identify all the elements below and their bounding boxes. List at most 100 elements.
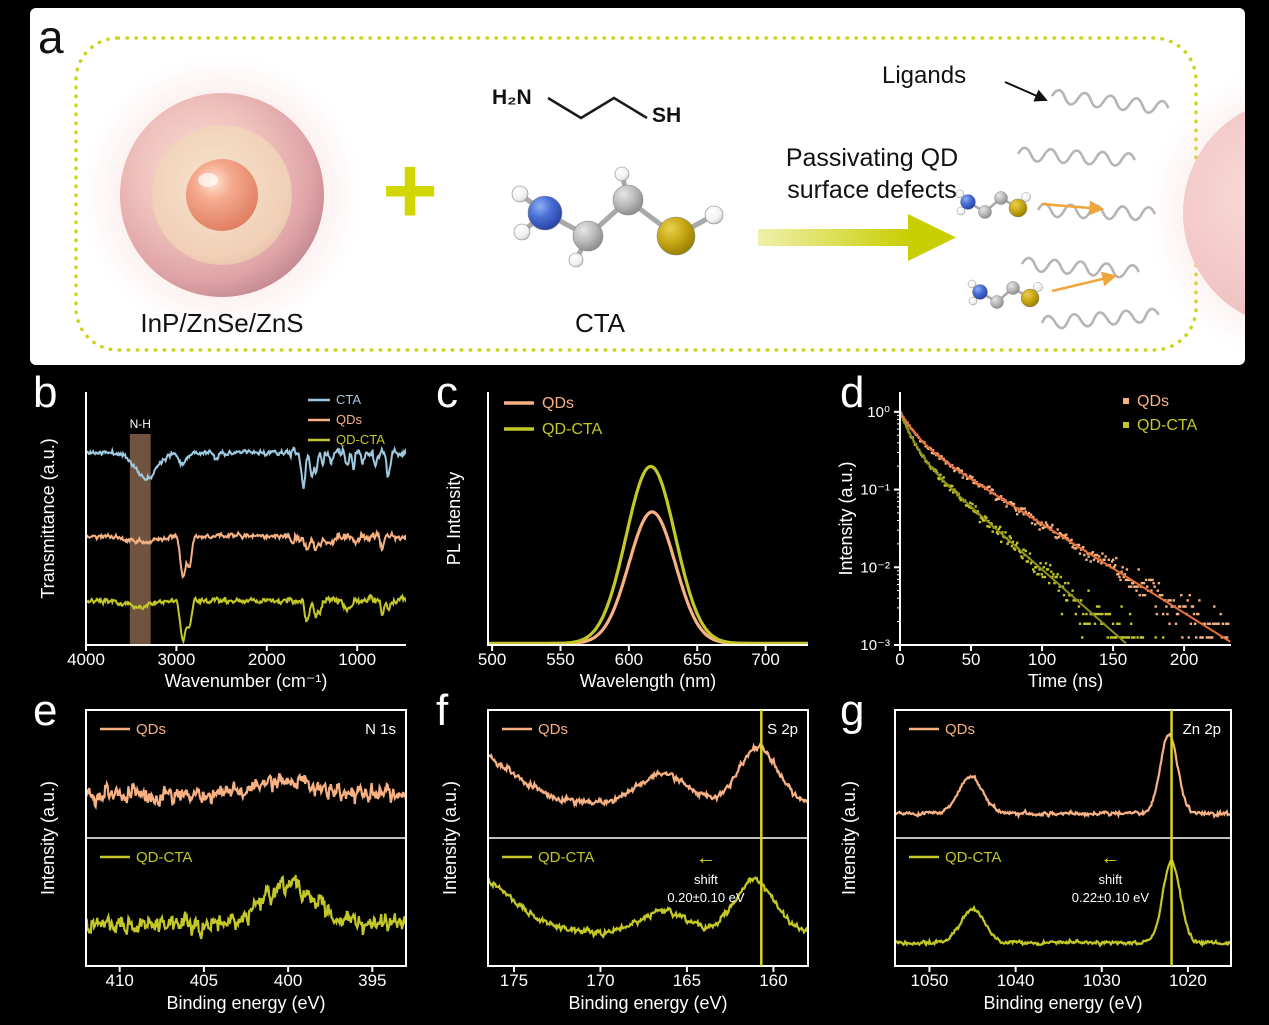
series-QD-CTA <box>895 858 1231 948</box>
svg-text:Intensity (a.u.): Intensity (a.u.) <box>839 781 859 895</box>
formula-h2n-label: H₂N <box>492 86 532 109</box>
xps-series <box>86 772 406 940</box>
svg-text:0.22±0.10 eV: 0.22±0.10 eV <box>1072 890 1150 905</box>
panel-c-pl: 500 550 600 650 700 Wavelength (nm) PL Intensi… <box>430 368 822 703</box>
xps-zn2p-chart: QDs QD-CTA Zn 2p ← shift 0.22±0.10 eV 1050 1040… <box>839 709 1232 1013</box>
svg-text:1020: 1020 <box>1169 971 1207 990</box>
svg-text:0.20±0.10 eV: 0.20±0.10 eV <box>667 890 745 905</box>
svg-text:N-H: N-H <box>130 417 151 431</box>
svg-text:QDs: QDs <box>538 721 568 738</box>
svg-text:←: ← <box>1100 847 1120 869</box>
plus-sign: + <box>382 137 439 244</box>
svg-text:Binding energy (eV): Binding energy (eV) <box>983 993 1142 1013</box>
cta-skeletal-bonds <box>547 96 648 120</box>
svg-text:Intensity (a.u.): Intensity (a.u.) <box>440 781 460 895</box>
xps-s2p-chart: QDs QD-CTA S 2p ← shift 0.20±0.10 eV 175 170 165… <box>440 709 809 1013</box>
svg-text:shift: shift <box>694 872 718 887</box>
core-shell-label: InP/ZnSe/ZnS <box>140 308 304 338</box>
trpl-chart: 10⁰ 10⁻¹ 10⁻² 10⁻³ 0 50 100 150 200 Time (ns) Inte… <box>836 392 1231 691</box>
series-CTA <box>86 445 406 489</box>
series-QD-CTA <box>86 875 406 940</box>
svg-text:Time (ns): Time (ns) <box>1028 671 1103 691</box>
pl-chart: 500 550 600 650 700 Wavelength (nm) PL Intensi… <box>444 392 808 691</box>
series-QDs <box>488 742 808 809</box>
svg-text:10⁻¹: 10⁻¹ <box>860 482 890 499</box>
svg-text:QD-CTA: QD-CTA <box>538 849 594 866</box>
svg-text:400: 400 <box>274 971 302 990</box>
svg-text:1000: 1000 <box>338 650 376 669</box>
svg-text:Binding energy (eV): Binding energy (eV) <box>568 993 727 1013</box>
svg-text:1050: 1050 <box>911 971 949 990</box>
svg-text:QDs: QDs <box>136 721 166 738</box>
panel-b-ftir: N-H 4000 3000 2000 1000 Wavenumber (cm⁻¹) Tran… <box>28 368 420 703</box>
panel-label-b: b <box>33 368 58 417</box>
svg-text:N 1s: N 1s <box>365 721 396 738</box>
cta-molecule-atoms <box>511 166 724 268</box>
svg-text:QD-CTA: QD-CTA <box>136 849 192 866</box>
panel-d-trpl: 10⁰ 10⁻¹ 10⁻² 10⁻³ 0 50 100 150 200 Time (ns) Inte… <box>833 368 1245 703</box>
xps-series <box>895 732 1231 948</box>
svg-text:CTA: CTA <box>336 392 361 407</box>
svg-text:10⁰: 10⁰ <box>867 404 890 421</box>
svg-text:shift: shift <box>1098 872 1122 887</box>
svg-text:QD-CTA: QD-CTA <box>1137 417 1197 434</box>
svg-text:10⁻³: 10⁻³ <box>860 637 890 654</box>
svg-text:Wavelength (nm): Wavelength (nm) <box>580 671 716 691</box>
svg-text:175: 175 <box>500 971 528 990</box>
svg-text:QD-CTA: QD-CTA <box>945 849 1001 866</box>
svg-text:700: 700 <box>751 650 779 669</box>
svg-text:405: 405 <box>190 971 218 990</box>
series-QD-CTA <box>488 876 808 939</box>
formula-sh-label: SH <box>652 104 682 127</box>
xps-series <box>488 742 808 939</box>
svg-text:10⁻²: 10⁻² <box>860 559 890 576</box>
svg-text:410: 410 <box>105 971 133 990</box>
svg-text:QDs: QDs <box>945 721 975 738</box>
svg-text:Intensity (a.u.): Intensity (a.u.) <box>38 781 58 895</box>
svg-text:0: 0 <box>895 650 904 669</box>
scatter-QDs <box>900 411 1230 639</box>
svg-text:QDs: QDs <box>542 395 574 412</box>
svg-text:QD-CTA: QD-CTA <box>336 432 385 447</box>
series-QDs <box>86 528 406 579</box>
svg-text:165: 165 <box>673 971 701 990</box>
process-text-line2: surface defects <box>787 176 957 204</box>
panel-label-d: d <box>840 368 865 417</box>
pl-series <box>488 464 808 645</box>
panel-a-illustration <box>74 36 1245 354</box>
svg-text:4000: 4000 <box>67 650 105 669</box>
svg-text:100: 100 <box>1028 650 1056 669</box>
svg-text:PL Intensity: PL Intensity <box>444 472 464 565</box>
panel-label-e: e <box>33 686 58 735</box>
svg-text:170: 170 <box>586 971 614 990</box>
fit-QD-CTA <box>900 411 1127 645</box>
trpl-series <box>900 410 1231 645</box>
panel-f-xps-s2p: QDs QD-CTA S 2p ← shift 0.20±0.10 eV 175 170 165… <box>430 688 822 1025</box>
svg-text:Binding energy (eV): Binding energy (eV) <box>166 993 325 1013</box>
axes <box>487 392 808 646</box>
ftir-chart: N-H 4000 3000 2000 1000 Wavenumber (cm⁻¹) Tran… <box>38 392 406 691</box>
fit-QDs <box>900 411 1231 643</box>
svg-text:50: 50 <box>962 650 981 669</box>
svg-text:QDs: QDs <box>336 412 363 427</box>
right-qd-sphere <box>1148 72 1245 354</box>
svg-text:Transmittance (a.u.): Transmittance (a.u.) <box>38 438 58 598</box>
series-QD-CTA <box>86 592 406 645</box>
ligands-label: Ligands <box>882 62 967 89</box>
svg-text:160: 160 <box>759 971 787 990</box>
svg-text:550: 550 <box>546 650 574 669</box>
svg-text:650: 650 <box>683 650 711 669</box>
svg-text:Zn 2p: Zn 2p <box>1183 721 1221 738</box>
svg-text:1030: 1030 <box>1083 971 1121 990</box>
series-QD-CTA <box>488 464 808 645</box>
panel-e-xps-n1s: QDs QD-CTA N 1s 410 405 400 395 Binding energy … <box>28 688 420 1025</box>
svg-text:150: 150 <box>1099 650 1127 669</box>
svg-text:395: 395 <box>358 971 386 990</box>
svg-text:QDs: QDs <box>1137 393 1169 410</box>
mini-cta-molecule-2 <box>967 279 1043 309</box>
svg-text:2000: 2000 <box>248 650 286 669</box>
svg-text:600: 600 <box>615 650 643 669</box>
panel-label-f: f <box>436 686 449 735</box>
process-text-line1: Passivating QD <box>785 144 959 172</box>
